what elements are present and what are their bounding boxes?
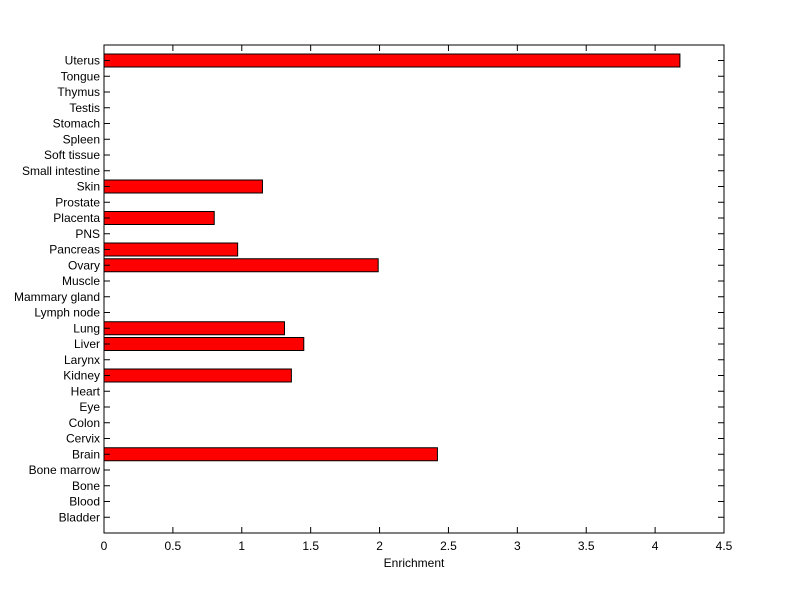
y-tick-label-kidney: Kidney <box>63 369 100 383</box>
bar-uterus <box>103 53 681 68</box>
x-tick-label: 2 <box>376 539 383 553</box>
y-tick-label-bone: Bone <box>72 479 100 493</box>
bar-ovary <box>103 258 379 273</box>
bar-placenta <box>103 211 215 225</box>
y-tick-label-heart: Heart <box>71 384 101 398</box>
y-tick-label-blood: Blood <box>69 495 100 509</box>
y-tick-label-bladder: Bladder <box>59 510 100 524</box>
y-tick-label-muscle: Muscle <box>62 274 100 288</box>
y-tick-label-prostate: Prostate <box>55 195 100 209</box>
y-tick-label-testis: Testis <box>69 101 100 115</box>
y-tick-label-mammary-gland: Mammary gland <box>14 290 100 304</box>
x-tick-label: 3 <box>514 539 521 553</box>
y-tick-label-bone-marrow: Bone marrow <box>29 463 101 477</box>
y-tick-label-brain: Brain <box>72 447 100 461</box>
x-tick-label: 1 <box>238 539 245 553</box>
y-tick-label-lung: Lung <box>73 321 100 335</box>
x-tick-label: 4 <box>652 539 659 553</box>
y-tick-label-larynx: Larynx <box>64 353 100 367</box>
y-tick-label-ovary: Ovary <box>68 258 100 272</box>
bar-brain <box>103 447 438 462</box>
y-tick-label-soft-tissue: Soft tissue <box>44 148 100 162</box>
y-tick-label-pancreas: Pancreas <box>49 243 100 257</box>
bar-skin <box>103 179 263 194</box>
y-tick-label-lymph-node: Lymph node <box>34 306 100 320</box>
y-tick-label-uterus: Uterus <box>65 54 100 68</box>
x-tick-label: 2.5 <box>440 539 457 553</box>
bar-lung <box>103 321 285 336</box>
bar-liver <box>103 337 305 351</box>
bar-kidney <box>103 368 292 383</box>
y-tick-label-liver: Liver <box>74 337 100 351</box>
y-tick-label-tongue: Tongue <box>61 69 101 83</box>
y-tick-label-eye: Eye <box>79 400 100 414</box>
y-tick-label-thymus: Thymus <box>57 85 100 99</box>
y-tick-label-small-intestine: Small intestine <box>22 164 100 178</box>
ticks-layer <box>103 45 725 533</box>
y-tick-label-placenta: Placenta <box>53 211 100 225</box>
x-tick-label: 3.5 <box>578 539 595 553</box>
x-tick-label: 1.5 <box>302 539 319 553</box>
x-tick-label: 0 <box>101 539 108 553</box>
x-axis-label: Enrichment <box>384 556 445 570</box>
bar-pancreas <box>103 242 239 257</box>
y-tick-label-skin: Skin <box>77 180 100 194</box>
y-tick-label-stomach: Stomach <box>53 117 100 131</box>
x-tick-labels: 0 0.5 1 1.5 2 2.5 3 3.5 4 4.5 <box>101 539 733 553</box>
plot-frame <box>103 44 725 534</box>
x-tick-label: 4.5 <box>716 539 733 553</box>
y-tick-label-pns: PNS <box>75 227 100 241</box>
y-tick-label-colon: Colon <box>69 416 100 430</box>
y-tick-label-spleen: Spleen <box>63 132 100 146</box>
y-tick-label-cervix: Cervix <box>66 432 100 446</box>
x-tick-label: 0.5 <box>165 539 182 553</box>
